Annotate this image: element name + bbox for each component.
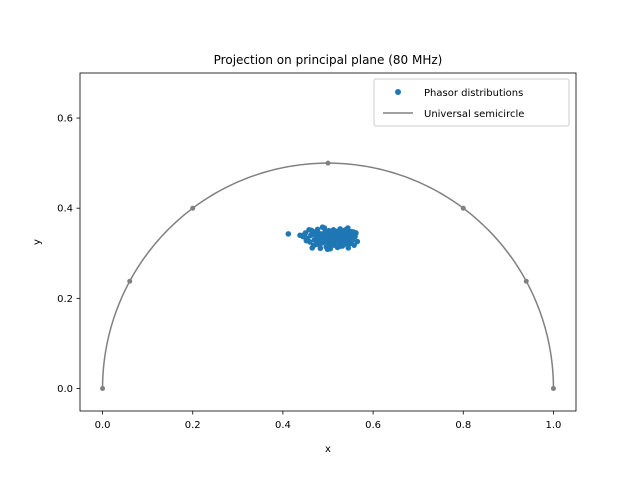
semicircle-marker-2 <box>190 205 196 211</box>
semicircle-marker-0 <box>100 385 106 391</box>
phasor-point-89 <box>340 240 347 247</box>
legend-label-semicircle: Universal semicircle <box>424 109 524 120</box>
semicircle-marker-5 <box>523 278 529 284</box>
plot-area <box>100 160 556 391</box>
phasor-point-78 <box>354 238 361 245</box>
x-axis-label: x <box>325 444 331 455</box>
phasor-point-94 <box>301 231 308 238</box>
phasor-point-0 <box>285 231 292 237</box>
phasor-point-86 <box>330 238 336 245</box>
x-tick-label-0: 0.0 <box>95 420 111 431</box>
x-tick-label-4: 0.8 <box>455 420 471 431</box>
x-tick-label-1: 0.2 <box>185 420 201 431</box>
semicircle-marker-4 <box>460 205 466 211</box>
phasor-point-79 <box>303 237 310 244</box>
legend-scatter-marker <box>395 89 401 95</box>
x-tick-label-3: 0.6 <box>365 420 381 431</box>
legend: Phasor distributions Universal semicircl… <box>373 78 570 127</box>
x-tick-label-5: 1.0 <box>546 420 562 431</box>
legend-label-phasor: Phasor distributions <box>424 88 523 99</box>
phasor-point-80 <box>308 227 315 234</box>
chart-title: Projection on principal plane (80 MHz) <box>214 53 443 67</box>
phasor-point-81 <box>310 242 317 249</box>
phasor-point-91 <box>345 245 352 251</box>
phasor-point-90 <box>342 227 349 233</box>
y-tick-label-3: 0.6 <box>57 114 73 125</box>
y-tick-label-1: 0.2 <box>57 294 73 305</box>
phasor-point-84 <box>321 225 328 231</box>
phasor-point-87 <box>332 228 339 234</box>
x-tick-label-2: 0.4 <box>275 420 291 431</box>
semicircle-marker-1 <box>127 278 133 284</box>
phasor-point-88 <box>336 243 343 250</box>
phasor-point-75 <box>351 242 357 248</box>
phasor-point-82 <box>314 226 321 233</box>
axes-ticks: 0.0 0.2 0.4 0.6 0.8 1.0 0.0 0.2 0.4 0.6 <box>57 72 577 431</box>
semicircle-marker-6 <box>550 385 556 391</box>
y-axis-label: y <box>32 239 43 245</box>
phasor-point-93 <box>350 229 357 235</box>
semicircle-marker-3 <box>325 160 331 166</box>
axes-frame <box>79 72 577 412</box>
y-tick-label-0: 0.0 <box>57 384 73 395</box>
phasor-point-83 <box>317 245 324 252</box>
phasor-point-85 <box>324 246 331 253</box>
y-tick-label-2: 0.4 <box>57 204 73 215</box>
legend-frame <box>373 78 570 127</box>
